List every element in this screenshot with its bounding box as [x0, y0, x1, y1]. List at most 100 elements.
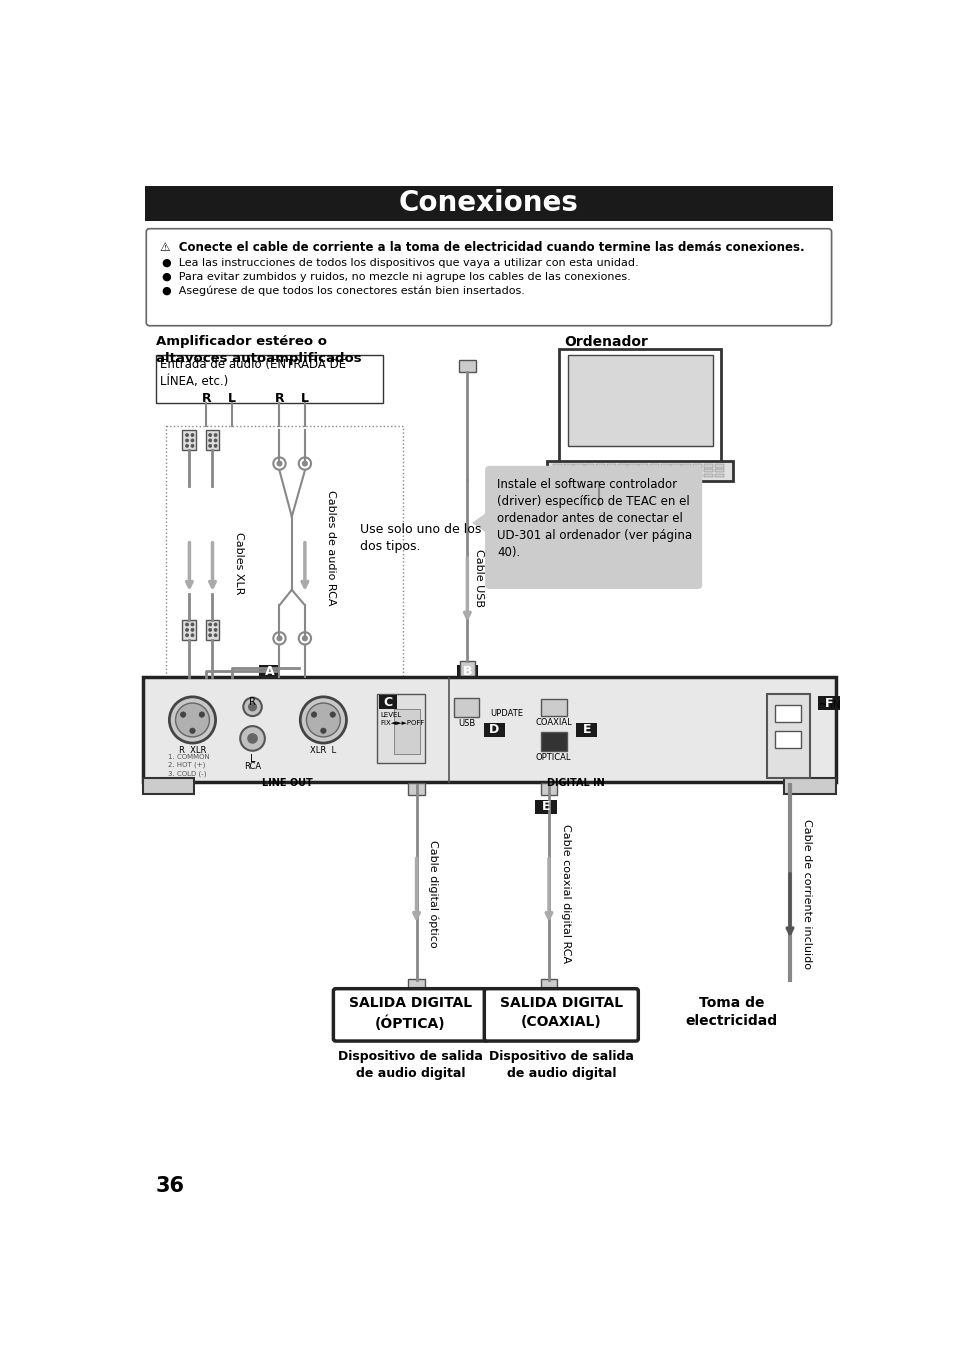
Bar: [649, 474, 659, 477]
Bar: [606, 468, 616, 473]
Text: Cable coaxial digital RCA: Cable coaxial digital RCA: [560, 825, 570, 964]
Bar: [584, 464, 594, 467]
Text: C: C: [383, 696, 393, 708]
Bar: [408, 979, 425, 991]
Circle shape: [277, 636, 281, 640]
Text: E: E: [582, 723, 590, 737]
Circle shape: [302, 636, 307, 640]
Text: R: R: [249, 697, 255, 707]
Circle shape: [213, 628, 217, 631]
Bar: [783, 779, 836, 793]
Bar: [143, 677, 836, 781]
Circle shape: [170, 697, 215, 743]
Bar: [818, 696, 840, 709]
Bar: [574, 464, 583, 467]
FancyBboxPatch shape: [484, 988, 638, 1041]
Circle shape: [213, 634, 217, 636]
Text: ●  Para evitar zumbidos y ruidos, no mezcle ni agrupe los cables de las conexion: ● Para evitar zumbidos y ruidos, no mezc…: [161, 272, 630, 282]
Bar: [714, 464, 723, 467]
Circle shape: [191, 433, 193, 436]
Text: DIGITAL IN: DIGITAL IN: [546, 779, 604, 788]
Circle shape: [209, 433, 212, 436]
Circle shape: [191, 444, 193, 447]
Circle shape: [213, 433, 217, 436]
Bar: [552, 468, 561, 473]
Text: LEVEL
FIX◄►►POFF: LEVEL FIX◄►►POFF: [380, 712, 424, 726]
Circle shape: [302, 462, 307, 466]
Bar: [574, 474, 583, 477]
Bar: [659, 464, 669, 467]
Circle shape: [180, 712, 186, 718]
Bar: [681, 468, 691, 473]
Bar: [483, 723, 504, 737]
FancyBboxPatch shape: [484, 466, 701, 589]
Bar: [628, 464, 637, 467]
Text: Cable digital óptico: Cable digital óptico: [428, 841, 438, 948]
Text: F: F: [824, 696, 833, 709]
Circle shape: [320, 728, 326, 734]
Text: SALIDA DIGITAL
(ÓPTICA): SALIDA DIGITAL (ÓPTICA): [349, 997, 472, 1030]
Bar: [205, 620, 219, 640]
Bar: [574, 468, 583, 473]
Text: R: R: [274, 391, 284, 405]
Circle shape: [191, 439, 193, 441]
Text: R  XLR: R XLR: [178, 746, 206, 756]
Bar: [182, 620, 196, 640]
Circle shape: [209, 634, 212, 636]
Bar: [584, 474, 594, 477]
Circle shape: [185, 628, 189, 631]
Bar: [617, 464, 626, 467]
Text: ~ IN: ~ IN: [819, 700, 840, 709]
Bar: [659, 474, 669, 477]
Bar: [205, 431, 219, 451]
Text: Cables de audio RCA: Cables de audio RCA: [326, 490, 335, 605]
Bar: [766, 693, 809, 779]
Text: COAXIAL: COAXIAL: [535, 719, 572, 727]
Circle shape: [274, 458, 285, 470]
Text: XLR  L: XLR L: [310, 746, 336, 756]
Circle shape: [213, 444, 217, 447]
Bar: [671, 468, 679, 473]
Bar: [584, 468, 594, 473]
Text: Dispositivo de salida
de audio digital: Dispositivo de salida de audio digital: [488, 1049, 633, 1079]
Circle shape: [209, 444, 212, 447]
Circle shape: [185, 433, 189, 436]
Circle shape: [199, 712, 204, 718]
Text: L: L: [300, 391, 309, 405]
Bar: [703, 464, 712, 467]
Text: RCA: RCA: [244, 761, 261, 770]
Text: R: R: [201, 391, 211, 405]
Bar: [606, 474, 616, 477]
Bar: [540, 783, 557, 795]
Bar: [617, 468, 626, 473]
Bar: [563, 474, 572, 477]
Circle shape: [191, 623, 193, 626]
Bar: [639, 468, 648, 473]
Text: ●  Lea las instrucciones de todos los dispositivos que vaya a utilizar con esta : ● Lea las instrucciones de todos los dis…: [161, 259, 638, 268]
Text: L: L: [228, 391, 235, 405]
Circle shape: [191, 634, 193, 636]
Text: ⚠  Conecte el cable de corriente a la toma de electricidad cuando termine las de: ⚠ Conecte el cable de corriente a la tom…: [160, 241, 804, 255]
Text: A: A: [264, 665, 274, 678]
Bar: [258, 665, 280, 678]
Circle shape: [300, 697, 346, 743]
Text: USB: USB: [457, 719, 475, 728]
Bar: [692, 464, 701, 467]
Bar: [617, 474, 626, 477]
Bar: [639, 464, 648, 467]
Circle shape: [330, 712, 335, 718]
Bar: [681, 474, 691, 477]
Bar: [408, 783, 425, 795]
Text: Cables XLR: Cables XLR: [233, 532, 243, 594]
Bar: [376, 693, 425, 764]
Text: OPTICAL: OPTICAL: [536, 753, 571, 762]
Bar: [166, 425, 403, 677]
Bar: [596, 474, 604, 477]
Text: Amplificador estéreo o
altavoces autoamplificados: Amplificador estéreo o altavoces autoamp…: [155, 334, 361, 366]
Bar: [714, 474, 723, 477]
Text: D: D: [489, 723, 499, 737]
Circle shape: [191, 628, 193, 631]
Bar: [458, 360, 476, 372]
Bar: [596, 464, 604, 467]
Bar: [671, 464, 679, 467]
